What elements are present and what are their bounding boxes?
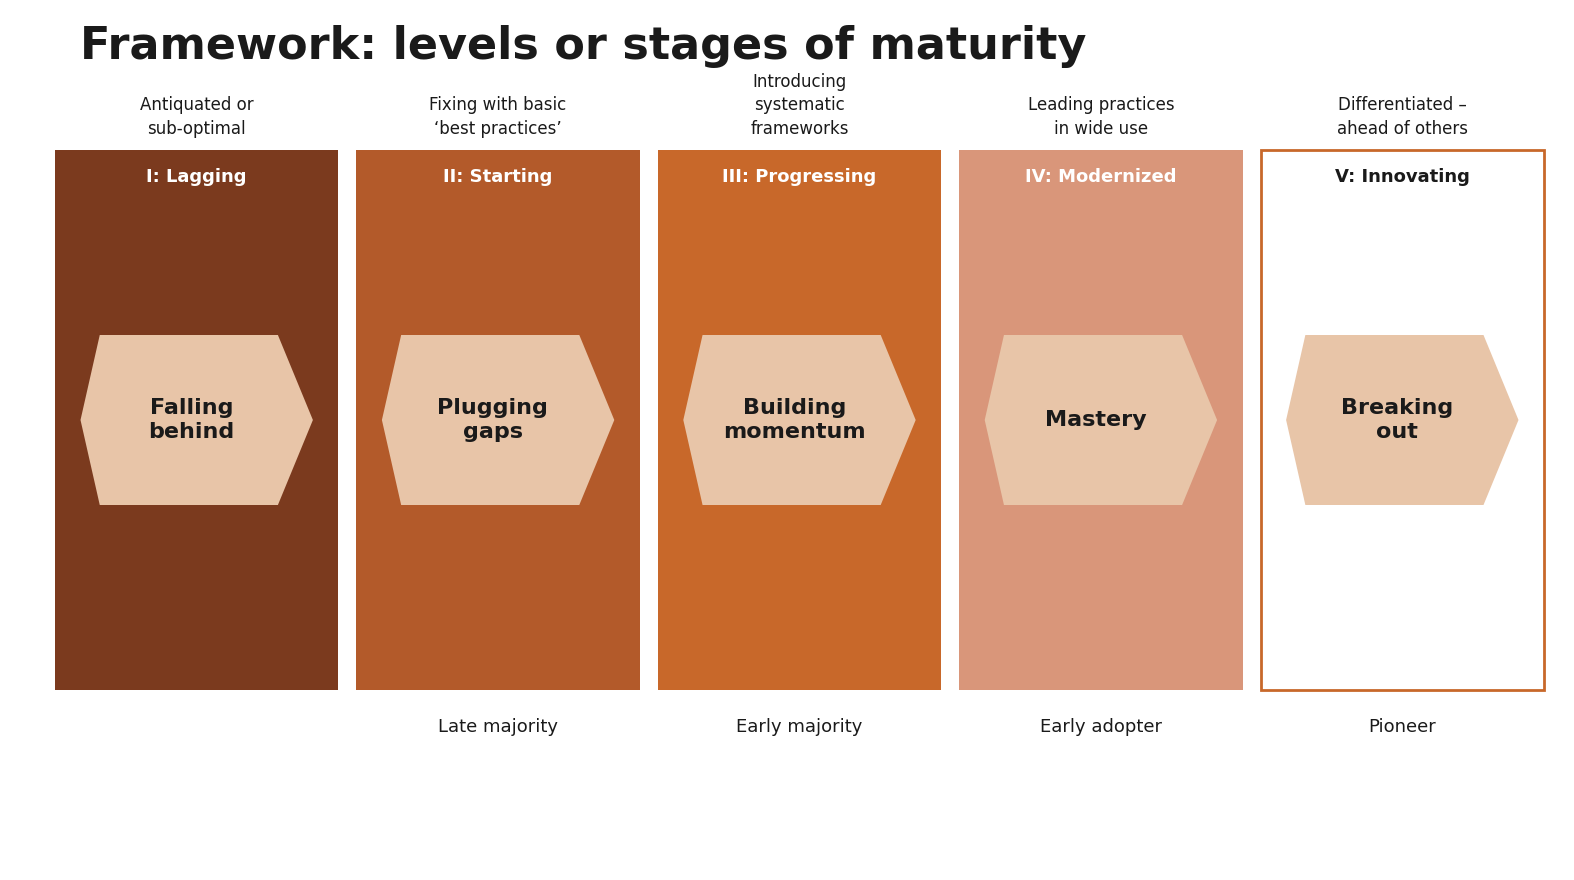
Text: Falling
behind: Falling behind xyxy=(148,399,235,442)
Text: Differentiated –
ahead of others: Differentiated – ahead of others xyxy=(1336,97,1469,138)
Polygon shape xyxy=(1286,335,1519,505)
Text: Fixing with basic
‘best practices’: Fixing with basic ‘best practices’ xyxy=(430,97,567,138)
Text: Pioneer: Pioneer xyxy=(1368,718,1435,736)
Text: IV: Modernized: IV: Modernized xyxy=(1025,168,1177,186)
Text: Antiquated or
sub-optimal: Antiquated or sub-optimal xyxy=(140,97,253,138)
Bar xyxy=(959,150,1242,690)
Bar xyxy=(55,150,338,690)
Bar xyxy=(356,150,639,690)
Text: Framework: levels or stages of maturity: Framework: levels or stages of maturity xyxy=(80,25,1086,68)
Text: Early adopter: Early adopter xyxy=(1040,718,1162,736)
Bar xyxy=(1261,150,1544,690)
Text: Leading practices
in wide use: Leading practices in wide use xyxy=(1028,97,1174,138)
Polygon shape xyxy=(683,335,916,505)
Text: Breaking
out: Breaking out xyxy=(1341,399,1453,442)
Text: Mastery: Mastery xyxy=(1045,410,1146,430)
Polygon shape xyxy=(382,335,614,505)
Bar xyxy=(658,150,941,690)
Text: I: Lagging: I: Lagging xyxy=(146,168,247,186)
Text: Late majority: Late majority xyxy=(438,718,559,736)
Text: II: Starting: II: Starting xyxy=(444,168,552,186)
Text: Early majority: Early majority xyxy=(737,718,863,736)
Text: Building
momentum: Building momentum xyxy=(722,399,866,442)
Text: V: Innovating: V: Innovating xyxy=(1335,168,1470,186)
Text: Plugging
gaps: Plugging gaps xyxy=(438,399,548,442)
Text: III: Progressing: III: Progressing xyxy=(722,168,877,186)
Polygon shape xyxy=(985,335,1217,505)
Polygon shape xyxy=(80,335,313,505)
Text: Introducing
systematic
frameworks: Introducing systematic frameworks xyxy=(751,73,848,138)
